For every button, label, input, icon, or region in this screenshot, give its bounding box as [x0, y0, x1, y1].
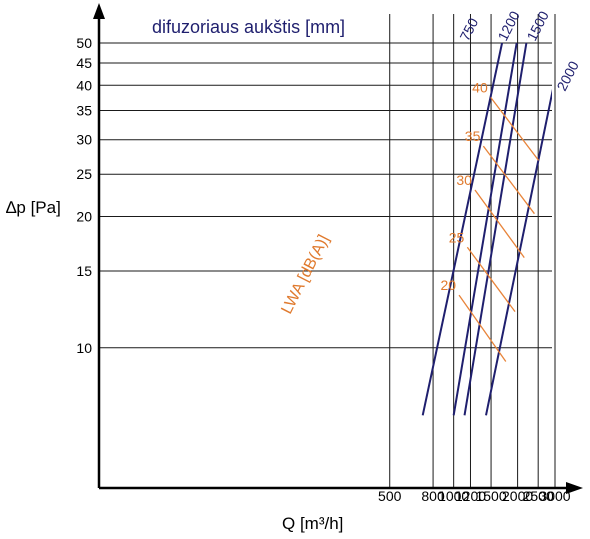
x-tick-label: 1500: [475, 488, 506, 504]
noise-line-label-25: 25: [449, 229, 465, 245]
noise-line-25: [466, 246, 516, 313]
x-tick-label: 1000: [438, 488, 469, 504]
noise-line-30: [474, 189, 525, 258]
series-label-2000: 2000: [553, 58, 581, 93]
y-tick-label: 35: [76, 103, 92, 119]
y-tick-label: 20: [76, 209, 92, 225]
x-axis-title: Q [m³/h]: [282, 514, 343, 533]
series-label-1200: 1200: [494, 8, 522, 43]
noise-line-20: [458, 294, 507, 362]
noise-line-40: [490, 97, 540, 161]
series-lines: [421, 42, 552, 416]
x-tick-label: 1200: [455, 488, 486, 504]
series-line-1500: [463, 42, 528, 416]
noise-level-label: LWA [dB(A)]: [278, 232, 332, 317]
noise-line-label-40: 40: [472, 79, 488, 95]
y-tick-label: 30: [76, 132, 92, 148]
chart-title: difuzoriaus aukštis [mm]: [152, 17, 345, 37]
x-tick-label: 2500: [523, 488, 554, 504]
noise-line-35: [482, 145, 535, 215]
y-tick-label: 45: [76, 55, 92, 71]
series-label-1500: 1500: [523, 8, 551, 43]
y-tick-label: 10: [76, 340, 92, 356]
series-line-2000: [485, 88, 552, 416]
x-tick-label: 500: [378, 488, 402, 504]
y-axis-arrow: [93, 3, 105, 19]
y-tick-label: 25: [76, 166, 92, 182]
series-line-750: [421, 42, 504, 416]
y-tick-label: 15: [76, 263, 92, 279]
y-tick-label: 40: [76, 77, 92, 93]
x-tick-label: 800: [421, 488, 445, 504]
x-axis-arrow: [566, 482, 583, 494]
noise-line-label-30: 30: [456, 172, 472, 188]
x-tick-label: 3000: [539, 488, 570, 504]
labels: 500 8001000120015002000250030001015202530…: [76, 8, 581, 504]
axes: [93, 3, 583, 494]
noise-line-label-35: 35: [465, 128, 481, 144]
noise-level-lines: 20 25 30 35 40: [440, 79, 540, 362]
y-axis-title: ∆p [Pa]: [6, 198, 61, 217]
y-tick-label: 50: [76, 35, 92, 51]
series-label-750: 750: [456, 15, 481, 43]
x-tick-label: 2000: [502, 488, 533, 504]
series-line-1200: [452, 42, 518, 416]
noise-line-label-20: 20: [440, 277, 456, 293]
